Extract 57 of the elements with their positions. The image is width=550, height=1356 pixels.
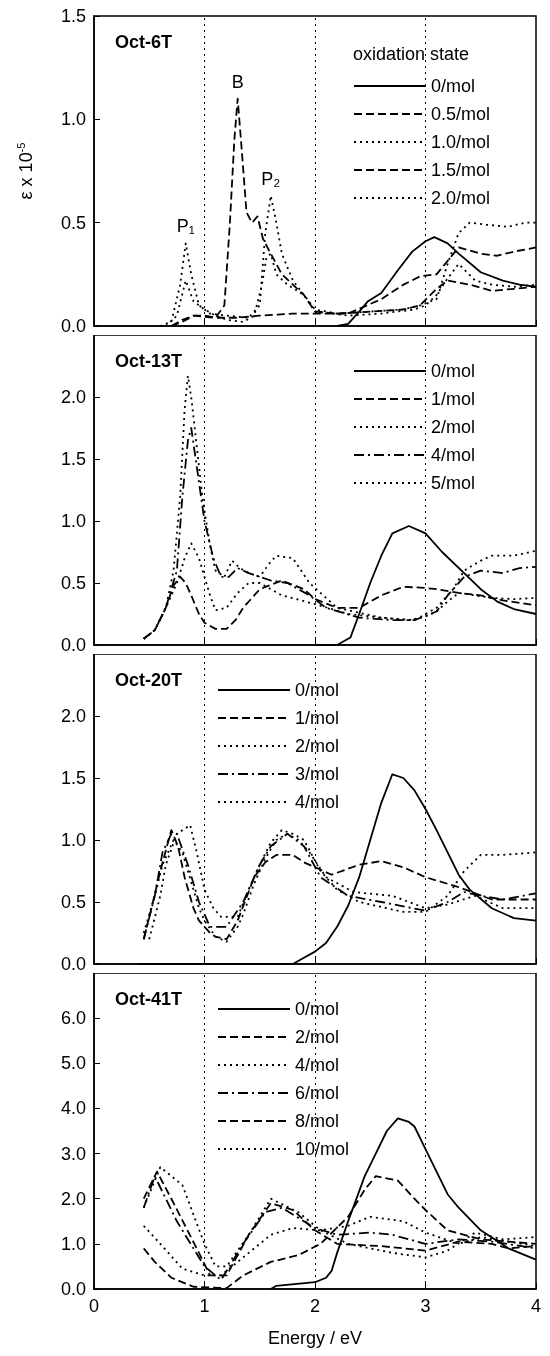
legend-label: 0.5/mol [431, 104, 491, 124]
legend-label: 5/mol [431, 473, 476, 493]
legend-label: 4/mol [431, 445, 476, 465]
y-tick-label: 1.5 [60, 449, 86, 469]
text: Oct-41T [115, 989, 183, 1009]
y-tick-label: 2.0 [60, 387, 86, 407]
annotation: P₁ [176, 216, 195, 237]
y-tick-label: 2.0 [60, 706, 86, 726]
y-tick-label: 1.5 [60, 768, 86, 788]
y-tick-label: 0.0 [60, 1279, 86, 1299]
y-tick-label: 6.0 [60, 1008, 86, 1029]
y-tick-label: 0.5 [60, 892, 86, 912]
x-tick-label: 0 [88, 1296, 100, 1316]
legend-label: 8/mol [295, 1111, 340, 1131]
legend-label: 1/mol [295, 708, 340, 728]
y-tick-label: 1.5 [60, 6, 86, 26]
legend-label: 2/mol [431, 417, 476, 437]
legend-label: 2.0/mol [431, 188, 491, 208]
y-tick-label: 2.0 [60, 1188, 86, 1209]
annotation: B [231, 71, 244, 92]
y-tick-label: 1.0 [60, 511, 86, 531]
y-tick-label: 4.0 [60, 1098, 86, 1119]
x-tick-label: 1 [199, 1296, 210, 1316]
y-tick-label: 0.5 [60, 212, 86, 233]
legend-label: 3/mol [295, 764, 340, 784]
legend-label: 1.0/mol [431, 132, 491, 152]
y-axis-title: ε x 10-5 [14, 142, 36, 200]
y-tick-label: 5.0 [60, 1053, 86, 1074]
y-tick-label: 1.0 [60, 1233, 86, 1254]
y-tick-label: 1.0 [60, 109, 86, 130]
legend-title: oxidation state [353, 44, 470, 64]
y-tick-label: 0.0 [60, 954, 86, 974]
legend-label: 0/mol [431, 361, 476, 381]
legend-label: 0/mol [431, 76, 476, 96]
y-tick-label: 0.0 [60, 316, 86, 336]
legend-label: 6/mol [295, 1083, 340, 1103]
legend-label: 2/mol [295, 1027, 340, 1047]
y-tick-label: 0.0 [60, 635, 86, 655]
y-tick-label: 0.5 [60, 573, 86, 593]
legend-label: 0/mol [295, 680, 340, 700]
legend-label: 4/mol [295, 792, 340, 812]
text: Oct-6T [115, 32, 173, 52]
legend-label: 0/mol [295, 999, 340, 1019]
legend-label: 4/mol [295, 1055, 340, 1075]
y-tick-label: 1.0 [60, 830, 86, 850]
legend-label: 2/mol [295, 736, 340, 756]
x-axis-title: Energy / eV [267, 1328, 363, 1348]
y-tick-label: 3.0 [60, 1143, 86, 1164]
x-tick-label: 4 [530, 1296, 542, 1316]
legend-label: 10/mol [295, 1139, 350, 1159]
annotation: P₂ [261, 168, 281, 189]
text: Oct-20T [115, 670, 183, 690]
legend-label: 1.5/mol [431, 160, 491, 180]
legend-label: 1/mol [431, 389, 476, 409]
x-tick-label: 3 [420, 1296, 431, 1316]
x-tick-label: 2 [309, 1296, 321, 1316]
text: Oct-13T [115, 351, 183, 371]
